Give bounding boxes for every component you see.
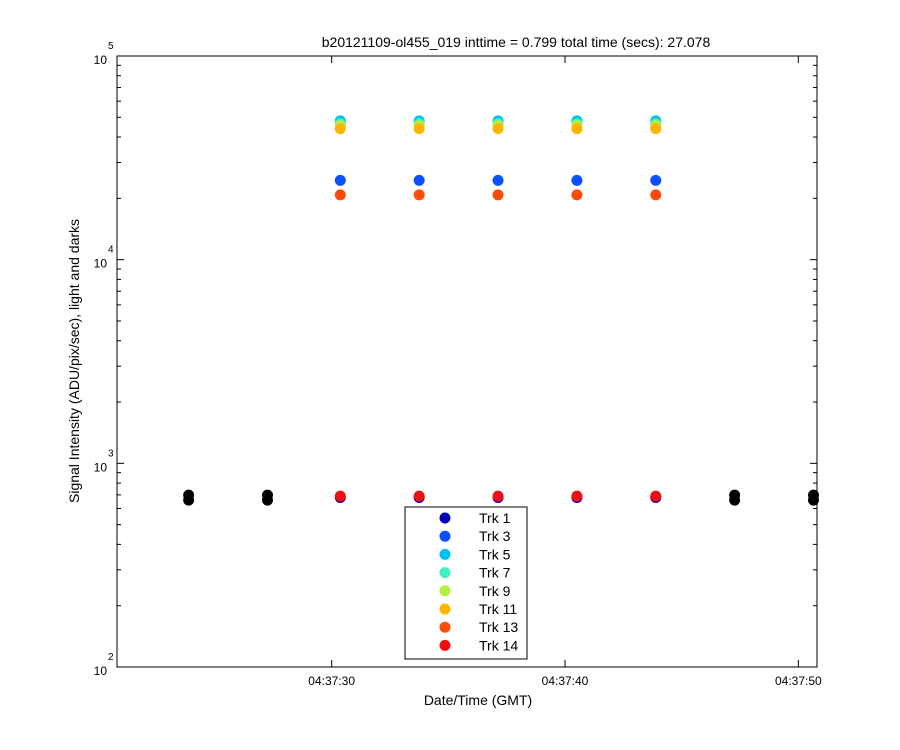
y-tick-exponent: 5 <box>108 41 114 52</box>
dark-point <box>183 494 195 506</box>
data-point <box>650 174 662 186</box>
legend-marker <box>439 567 451 579</box>
legend-label: Trk 9 <box>479 583 511 599</box>
y-tick-label: 10 <box>94 257 108 271</box>
dark-point <box>808 494 819 506</box>
x-axis-label: Date/Time (GMT) <box>424 692 532 708</box>
data-point <box>492 174 504 186</box>
legend-label: Trk 5 <box>479 546 511 562</box>
data-point <box>413 189 425 201</box>
data-points <box>183 115 819 506</box>
legend-label: Trk 3 <box>479 528 511 544</box>
y-tick-label: 10 <box>94 460 108 474</box>
x-tick-label: 04:37:40 <box>542 674 589 688</box>
data-point <box>334 189 346 201</box>
legend-marker <box>439 603 451 615</box>
y-tick-label: 10 <box>94 664 108 678</box>
legend-marker <box>439 585 451 597</box>
data-point <box>571 123 583 135</box>
y-tick-exponent: 2 <box>108 652 114 663</box>
data-point <box>492 123 504 135</box>
data-point <box>413 123 425 135</box>
legend-marker <box>439 512 451 524</box>
data-point <box>413 174 425 186</box>
legend-marker <box>439 621 451 633</box>
data-point <box>571 189 583 201</box>
dark-point <box>729 494 741 506</box>
data-point <box>334 123 346 135</box>
legend-label: Trk 11 <box>479 601 517 617</box>
data-point <box>571 490 583 502</box>
y-axis-label: Signal Intensity (ADU/pix/sec), light an… <box>66 219 82 503</box>
legend-label: Trk 1 <box>479 510 511 526</box>
data-point <box>413 490 425 502</box>
legend-box <box>404 506 528 660</box>
data-point <box>334 174 346 186</box>
x-axis: 04:37:30 04:37:40 04:37:50 <box>308 56 822 688</box>
data-point <box>650 490 662 502</box>
data-point <box>571 174 583 186</box>
legend-label: Trk 14 <box>479 637 518 653</box>
legend-marker <box>439 548 451 560</box>
legend-marker <box>439 639 451 651</box>
dark-point <box>262 494 273 506</box>
data-point <box>650 123 662 135</box>
chart-title: b20121109-ol455_019 inttime = 0.799 tota… <box>322 34 711 50</box>
data-point <box>492 189 504 201</box>
y-tick-exponent: 4 <box>108 245 114 256</box>
data-point <box>492 490 504 502</box>
legend: Trk 1 Trk 3 Trk 5 Trk 7 Trk 9 Trk 11 Trk 13 Trk… <box>404 506 528 660</box>
legend-label: Trk 7 <box>479 565 511 581</box>
data-point <box>650 189 662 201</box>
y-tick-label: 10 <box>94 53 108 67</box>
legend-marker <box>439 530 451 542</box>
x-tick-label: 04:37:50 <box>775 674 822 688</box>
y-tick-exponent: 3 <box>108 448 114 459</box>
x-tick-label: 04:37:30 <box>308 674 355 688</box>
data-point <box>334 490 346 502</box>
legend-label: Trk 13 <box>479 619 518 635</box>
